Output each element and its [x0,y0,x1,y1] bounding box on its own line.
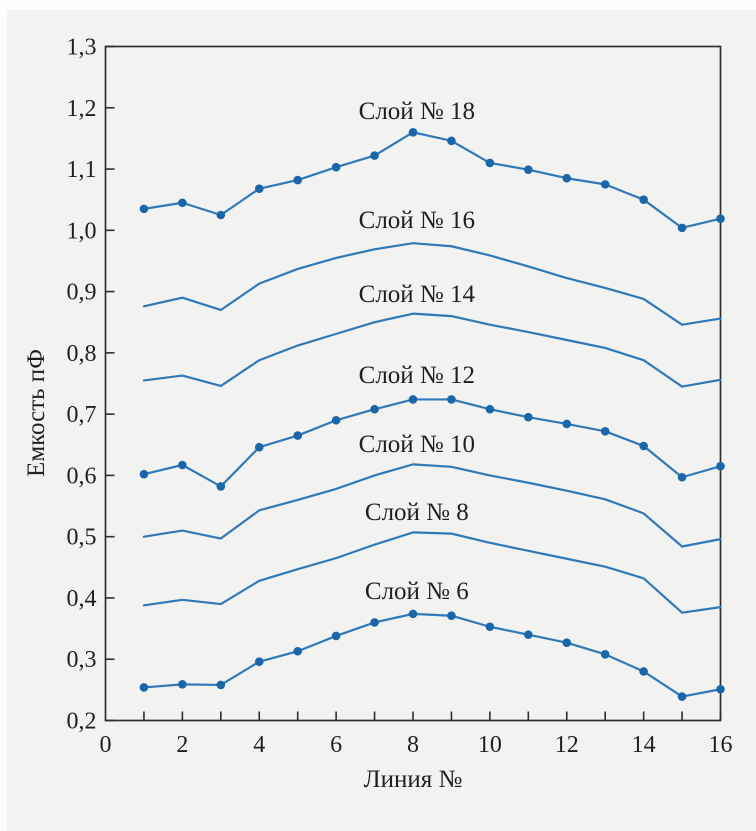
y-tick-label: 1,3 [67,35,97,61]
x-tick-label: 16 [709,732,733,758]
series-line-6 [142,612,722,698]
series-label: Слой № 8 [365,499,469,526]
series-marker-0 [600,180,610,189]
series-marker-6 [293,646,302,656]
y-tick-label: 0,5 [67,525,97,551]
y-tick-label: 0,9 [67,280,97,306]
x-tick-label: 4 [253,732,265,758]
series-marker-0 [716,214,725,223]
series-marker-3 [677,472,687,482]
series-marker-3 [370,404,379,414]
series-marker-0 [139,204,149,214]
x-axis-title: Линия № [363,766,463,793]
series-line-0 [142,131,722,229]
y-tick-label: 0,2 [67,709,97,735]
x-tick-label: 0 [100,732,112,758]
series-line-4 [142,463,722,548]
series-label: Слой № 6 [365,578,469,605]
series-marker-0 [485,158,495,168]
series-marker-6 [216,680,226,690]
series-marker-3 [216,482,226,491]
series-marker-0 [408,127,418,137]
series-marker-6 [370,618,379,627]
series-marker-0 [254,184,264,193]
y-tick-label: 0,8 [67,341,97,367]
series-label: Слой № 16 [359,207,475,234]
series-marker-3 [600,426,610,436]
series-line-1 [142,242,722,326]
series-marker-0 [447,136,456,146]
series-marker-3 [524,412,533,422]
series-marker-6 [254,657,264,666]
x-tick-label: 14 [632,732,656,758]
series-marker-3 [447,395,456,404]
y-axis-title: Емкость пФ [23,349,50,477]
x-tick-label: 2 [176,732,188,758]
series-line-2 [142,312,722,388]
series-marker-6 [331,631,341,641]
series-marker-0 [370,151,379,160]
series-marker-6 [447,611,456,621]
series-marker-0 [331,162,341,172]
series-marker-6 [524,630,533,640]
series-marker-6 [562,638,572,647]
series-marker-3 [254,442,264,452]
series-marker-3 [331,415,341,425]
series-marker-3 [139,469,149,479]
series-label: Слой № 12 [359,362,475,389]
y-tick-label: 1,0 [67,218,97,244]
figure-background [7,10,756,831]
series-marker-3 [293,431,302,440]
series-marker-6 [600,650,610,659]
x-tick-label: 12 [555,732,579,758]
x-tick-label: 8 [407,732,419,758]
series-label: Слой № 14 [359,281,476,308]
series-marker-6 [485,622,495,632]
series-marker-0 [524,165,533,174]
x-tick-label: 6 [330,732,342,758]
series-marker-3 [485,404,495,414]
series-label: Слой № 18 [359,98,475,125]
series-marker-0 [178,198,187,208]
series-marker-0 [677,223,687,233]
series-marker-0 [639,195,648,204]
y-tick-label: 1,2 [67,96,97,122]
series-marker-6 [408,609,418,619]
series-marker-0 [293,175,302,185]
series-marker-6 [716,684,725,694]
series-label: Слой № 10 [359,431,475,458]
series-marker-3 [408,395,418,404]
series-line-5 [142,531,722,614]
series-marker-6 [639,667,648,676]
series-marker-3 [639,441,648,451]
y-tick-label: 0,3 [67,647,97,673]
y-tick-label: 1,1 [67,157,97,183]
series-marker-3 [178,460,187,470]
series-marker-3 [716,461,725,471]
y-tick-label: 0,6 [67,463,97,489]
series-marker-0 [562,173,572,183]
series-marker-6 [178,680,187,689]
series-marker-3 [562,419,572,429]
series-marker-6 [677,692,687,701]
y-tick-label: 0,4 [67,586,97,612]
series-marker-0 [216,210,226,220]
y-tick-label: 0,7 [67,402,97,428]
x-tick-label: 10 [478,732,502,758]
series-line-3 [142,398,722,488]
series-marker-6 [139,683,149,692]
